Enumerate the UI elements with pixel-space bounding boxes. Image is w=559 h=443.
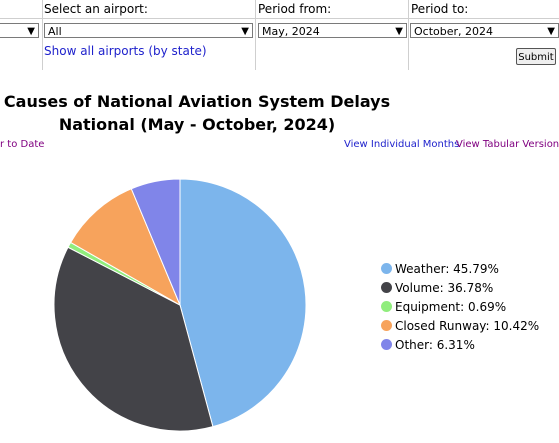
pie-slice-other[interactable]: [130, 178, 181, 306]
period-from-select[interactable]: May, 2024 ▼: [258, 23, 407, 38]
state-select[interactable]: ▼: [0, 23, 39, 38]
legend-label: Equipment: 0.69%: [395, 300, 507, 314]
airport-select-value: All: [48, 25, 62, 38]
airport-label: Select an airport:: [44, 2, 148, 16]
pie-slice-volume[interactable]: [53, 246, 214, 432]
filter-divider: [255, 0, 256, 70]
pie-slice-closed-runway[interactable]: [69, 188, 182, 307]
legend-item-closed-runway[interactable]: Closed Runway: 10.42%: [381, 319, 539, 333]
filter-divider: [408, 0, 409, 70]
legend-label: Closed Runway: 10.42%: [395, 319, 540, 333]
chart-title: Causes of National Aviation System Delay…: [3, 92, 391, 111]
period-from-label: Period from:: [258, 2, 332, 16]
period-to-label: Period to:: [411, 2, 469, 16]
chart-subtitle: National (May - October, 2024): [58, 115, 336, 134]
legend-marker-icon: [381, 320, 392, 331]
legend-label: Other: 6.31%: [395, 338, 475, 352]
chevron-down-icon: ▼: [27, 26, 35, 37]
airport-select[interactable]: All ▼: [44, 23, 253, 38]
legend-item-weather[interactable]: Weather: 45.79%: [381, 262, 499, 276]
view-individual-months-link[interactable]: View Individual Months: [344, 139, 460, 150]
submit-button[interactable]: Submit: [516, 48, 556, 65]
year-to-date-link[interactable]: r to Date: [0, 139, 45, 150]
chevron-down-icon: ▼: [241, 26, 249, 37]
view-tabular-link[interactable]: View Tabular Version: [456, 139, 559, 150]
filter-divider: [42, 0, 43, 70]
legend-label: Volume: 36.78%: [395, 281, 494, 295]
pie-chart: [53, 178, 307, 432]
legend-label: Weather: 45.79%: [395, 262, 499, 276]
period-to-value: October, 2024: [414, 25, 494, 38]
pie-slice-weather[interactable]: [179, 178, 307, 428]
period-from-value: May, 2024: [262, 25, 320, 38]
legend-marker-icon: [381, 301, 392, 312]
legend-item-volume[interactable]: Volume: 36.78%: [381, 281, 493, 295]
legend-marker-icon: [381, 263, 392, 274]
legend-item-equipment[interactable]: Equipment: 0.69%: [381, 300, 506, 314]
period-to-select[interactable]: October, 2024 ▼: [410, 23, 559, 38]
chevron-down-icon: ▼: [547, 26, 555, 37]
chevron-down-icon: ▼: [395, 26, 403, 37]
legend-marker-icon: [381, 339, 392, 350]
show-all-airports-link[interactable]: Show all airports (by state): [44, 44, 207, 58]
legend-marker-icon: [381, 282, 392, 293]
legend-item-other[interactable]: Other: 6.31%: [381, 338, 475, 352]
filter-row-line: [0, 18, 559, 19]
